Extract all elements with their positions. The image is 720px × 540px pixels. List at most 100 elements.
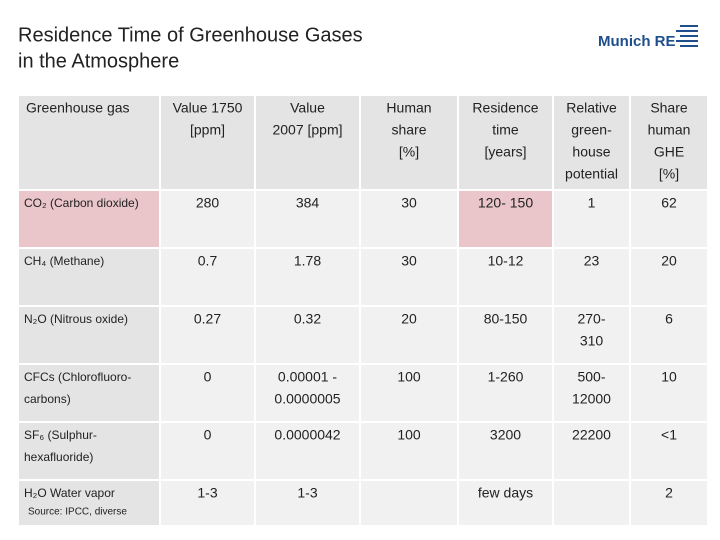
table-cell [159,363,256,423]
cell-text: 280 [196,195,220,211]
table-cell [629,94,709,191]
table-cell [254,421,361,481]
table-cell [552,479,631,527]
table-cell [254,479,361,527]
header-text: green- [571,122,612,138]
cell-text: few days [478,485,533,501]
table-cell [552,421,631,481]
table-cell [552,363,631,423]
cell-text: 12000 [572,391,611,407]
cell-text: 0.7 [198,253,218,269]
cell-text: 0.0000005 [274,391,340,407]
table-cell [629,247,709,307]
cell-text: 80-150 [484,311,528,327]
table-cell [457,94,554,191]
table-cell [359,305,459,365]
table-cell [17,479,161,527]
header-text: Share [650,100,688,116]
title-line: in the Atmosphere [18,50,179,72]
cell-text: 20 [661,253,677,269]
cell-text: 10-12 [488,253,524,269]
table-cell [159,479,256,527]
table-cell [457,305,554,365]
cell-text: 0.00001 - [278,369,337,385]
table-cell [159,189,256,249]
cell-text: 0 [204,427,212,443]
cell-text: 310 [580,333,604,349]
header-text: 2007 [ppm] [272,122,342,138]
cell-text: 1-3 [297,485,317,501]
cell-text: 10 [661,369,677,385]
table-cell [552,247,631,307]
table-cell [17,305,161,365]
header-text: share [391,122,426,138]
cell-text: 0.0000042 [274,427,340,443]
table-cell [17,363,161,423]
header-text: Value 1750 [173,100,243,116]
table-cell [629,479,709,527]
cell-text: N₂O (Nitrous oxide) [24,312,128,326]
cell-text: 1-3 [197,485,217,501]
cell-text: 20 [401,311,417,327]
cell-text: 1 [588,195,596,211]
cell-text: 3200 [490,427,521,443]
table-cell [254,94,361,191]
cell-text: 2 [665,485,673,501]
cell-text: 120- 150 [478,195,533,211]
header-text: GHE [654,144,684,160]
header-text: [%] [659,166,679,182]
header-text: human [648,122,691,138]
cell-text: 22200 [572,427,611,443]
cell-text: 0.27 [194,311,221,327]
table-cell [359,247,459,307]
cell-text: 384 [296,195,320,211]
logo-icon [676,25,698,47]
header-text: house [572,144,610,160]
cell-text: 6 [665,311,673,327]
table-cell [457,247,554,307]
cell-text: 30 [401,253,417,269]
header-text: Relative [566,100,617,116]
header-text: Value [290,100,325,116]
cell-text: <1 [661,427,677,443]
cell-text: hexafluoride) [24,450,93,464]
cell-text: 23 [584,253,600,269]
header-text: [ppm] [190,122,225,138]
table-cell [359,479,459,527]
cell-text: 270- [577,311,605,327]
table-cell [17,247,161,307]
cell-text: CFCs (Chlorofluoro- [24,370,131,384]
source-note: Source: IPCC, diverse [28,507,127,518]
table: Greenhouse gas Value 1750 [ppm] Value 2007 [… [17,94,709,527]
table-cell [552,189,631,249]
cell-text: CH₄ (Methane) [24,254,104,268]
cell-text: 0 [204,369,212,385]
cell-text: SF₆ (Sulphur- [24,428,97,442]
cell-text: 500- [577,369,605,385]
cell-text: 1-260 [488,369,524,385]
table-cell [159,247,256,307]
cell-text: 100 [397,369,421,385]
cell-text: H₂O Water vapor [24,486,115,500]
header-text: Residence [472,100,538,116]
cell-text: 0.32 [294,311,321,327]
table-cell [629,305,709,365]
table-cell [629,421,709,481]
header-text: potential [565,166,618,182]
cell-text: 100 [397,427,421,443]
table-cell [629,189,709,249]
cell-text: 1.78 [294,253,321,269]
logo-text: Munich RE [598,33,676,50]
table-cell [17,94,161,191]
cell-text: 62 [661,195,677,211]
title-line: Residence Time of Greenhouse Gases [18,24,363,46]
header-text: [years] [484,144,526,160]
cell-text: CO₂ (Carbon dioxide) [24,196,139,210]
cell-text: 30 [401,195,417,211]
header-text: [%] [399,144,419,160]
header-text: time [492,122,519,138]
cell-text: carbons) [24,392,71,406]
header-text: Human [386,100,431,116]
